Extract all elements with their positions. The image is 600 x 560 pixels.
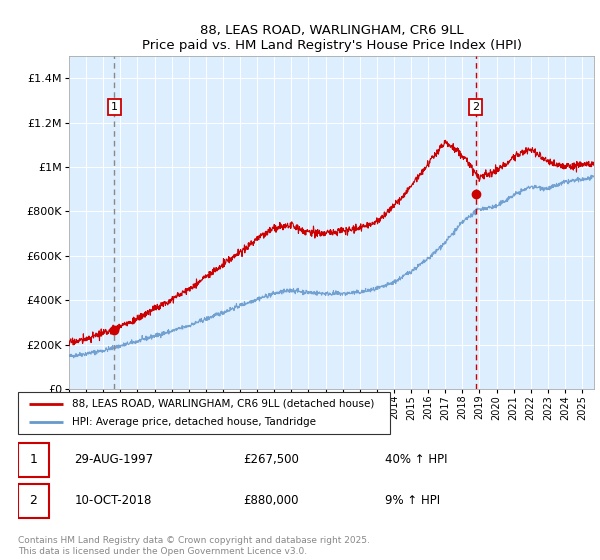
Text: 29-AUG-1997: 29-AUG-1997 <box>74 453 154 466</box>
Text: 2: 2 <box>472 102 479 112</box>
FancyBboxPatch shape <box>18 483 49 518</box>
Text: 1: 1 <box>29 453 37 466</box>
Text: 40% ↑ HPI: 40% ↑ HPI <box>385 453 447 466</box>
Text: 9% ↑ HPI: 9% ↑ HPI <box>385 494 440 507</box>
Text: £267,500: £267,500 <box>244 453 299 466</box>
FancyBboxPatch shape <box>18 442 49 477</box>
Text: Contains HM Land Registry data © Crown copyright and database right 2025.
This d: Contains HM Land Registry data © Crown c… <box>18 536 370 556</box>
Title: 88, LEAS ROAD, WARLINGHAM, CR6 9LL
Price paid vs. HM Land Registry's House Price: 88, LEAS ROAD, WARLINGHAM, CR6 9LL Price… <box>142 24 521 52</box>
Text: 2: 2 <box>29 494 37 507</box>
Text: 10-OCT-2018: 10-OCT-2018 <box>74 494 152 507</box>
Text: £880,000: £880,000 <box>244 494 299 507</box>
Text: HPI: Average price, detached house, Tandridge: HPI: Average price, detached house, Tand… <box>72 417 316 427</box>
Text: 88, LEAS ROAD, WARLINGHAM, CR6 9LL (detached house): 88, LEAS ROAD, WARLINGHAM, CR6 9LL (deta… <box>72 399 374 409</box>
FancyBboxPatch shape <box>18 392 390 434</box>
Text: 1: 1 <box>111 102 118 112</box>
